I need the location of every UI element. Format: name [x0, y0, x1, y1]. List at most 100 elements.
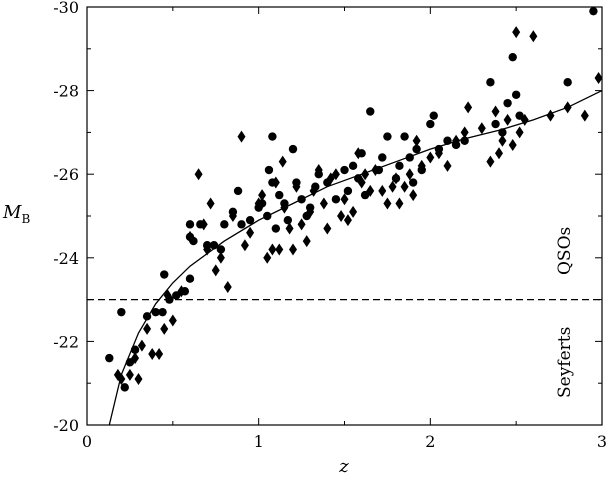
- diamond-point: [228, 210, 237, 222]
- circle-point: [589, 6, 598, 16]
- circle-point: [283, 215, 293, 225]
- diamond-point: [292, 180, 301, 193]
- diamond-point: [388, 180, 397, 193]
- y-tick-label: -24: [53, 249, 79, 268]
- diamond-point: [337, 210, 346, 222]
- diamond-point: [460, 126, 469, 139]
- circle-point: [443, 136, 452, 145]
- circle-point: [383, 132, 392, 141]
- circle-point: [158, 307, 167, 317]
- diamond-point: [143, 322, 152, 335]
- circle-point: [360, 190, 370, 200]
- diamond-point: [186, 230, 194, 243]
- circle-point: [340, 165, 349, 175]
- diamond-point: [349, 205, 358, 218]
- diamond-point: [223, 281, 232, 294]
- circle-point: [120, 383, 129, 392]
- diamond-point: [417, 159, 426, 172]
- y-tick-label: -26: [53, 165, 79, 184]
- circle-point: [503, 98, 512, 108]
- diamond-point: [302, 235, 311, 248]
- circle-point: [508, 52, 517, 62]
- diamond-point: [163, 289, 172, 302]
- diamond-point: [529, 30, 538, 43]
- circle-point: [263, 211, 272, 221]
- diamond-point: [361, 168, 370, 181]
- annotation-seyferts: Seyferts: [555, 327, 575, 398]
- diamond-point: [131, 352, 140, 365]
- circle-point: [264, 165, 274, 175]
- circle-point: [216, 245, 226, 254]
- diamond-point: [357, 176, 366, 189]
- circle-point: [160, 270, 169, 279]
- diamond-point: [412, 134, 421, 147]
- diamond-point: [216, 251, 225, 264]
- diamond-point: [580, 109, 589, 122]
- circle-point: [288, 144, 298, 154]
- diamond-point: [254, 197, 263, 210]
- circle-point: [237, 220, 246, 229]
- diamond-point: [405, 168, 414, 181]
- diamond-point: [395, 197, 404, 210]
- diamond-point: [508, 138, 517, 151]
- circle-point: [405, 153, 414, 162]
- diamond-point: [452, 134, 461, 147]
- circle-point: [395, 161, 404, 171]
- circle-point: [105, 353, 114, 363]
- circle-point: [366, 107, 375, 116]
- diamond-point: [278, 155, 287, 168]
- diamond-point: [477, 122, 486, 135]
- y-tick-label: -28: [53, 82, 79, 101]
- x-tick-label: 1: [254, 432, 264, 451]
- circle-point: [297, 195, 306, 204]
- circle-point: [151, 307, 160, 317]
- circle-point: [117, 307, 126, 317]
- diamond-point: [486, 155, 495, 168]
- circle-point: [271, 224, 281, 233]
- circle-point: [400, 132, 409, 141]
- diamond-point: [498, 134, 507, 147]
- circle-point: [245, 215, 255, 225]
- x-axis-label: z: [338, 456, 349, 477]
- circle-point: [331, 195, 341, 204]
- diamond-point: [331, 168, 340, 181]
- diamond-point: [240, 239, 249, 252]
- y-axis-label: MB: [2, 202, 30, 226]
- diamond-point: [491, 105, 500, 118]
- circle-point: [429, 111, 438, 120]
- diamond-point: [280, 201, 289, 214]
- diamond-point: [271, 176, 280, 189]
- diamond-point: [289, 243, 297, 256]
- circle-point: [220, 220, 229, 229]
- circle-point: [185, 274, 195, 283]
- y-tick-label: -22: [53, 332, 79, 351]
- diamond-point: [309, 184, 318, 197]
- diamond-point: [409, 189, 418, 202]
- circle-point: [172, 291, 181, 300]
- diamond-point: [512, 26, 521, 39]
- diamond-point: [400, 180, 409, 193]
- diamond-point: [366, 184, 375, 197]
- circle-point: [185, 220, 195, 229]
- diamond-point: [268, 243, 277, 256]
- diamond-point: [563, 101, 572, 114]
- diamond-point: [314, 164, 323, 177]
- diamond-point: [211, 264, 220, 277]
- circle-point: [511, 90, 521, 99]
- data-points: [105, 6, 603, 392]
- diamond-point: [168, 314, 177, 327]
- diamond-point: [343, 214, 352, 227]
- diamond-point: [137, 339, 146, 352]
- y-tick-label: -20: [53, 416, 79, 435]
- diamond-point: [297, 218, 306, 231]
- circle-point: [412, 144, 421, 154]
- diamond-point: [323, 222, 332, 235]
- y-axis-label-main: M: [2, 202, 22, 223]
- circle-point: [486, 78, 495, 87]
- x-tick-label: 3: [597, 432, 607, 451]
- diamond-point: [495, 147, 503, 160]
- circle-point: [491, 119, 500, 129]
- diamond-point: [134, 373, 143, 386]
- circle-point: [130, 345, 140, 354]
